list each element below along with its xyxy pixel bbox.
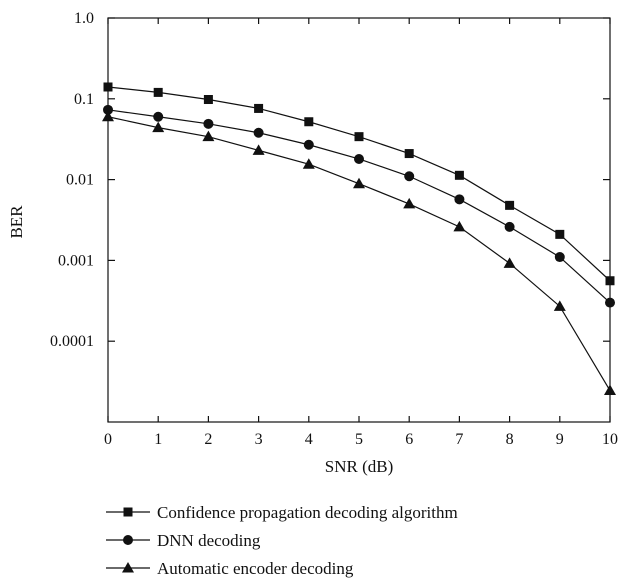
data-point-square <box>103 82 113 92</box>
data-point-triangle <box>604 384 616 396</box>
series-triangle <box>102 110 616 396</box>
x-tick-label: 9 <box>556 431 564 448</box>
data-point-square <box>203 95 213 105</box>
x-tick-label: 5 <box>355 431 363 448</box>
data-point-circle <box>554 252 565 263</box>
data-point-triangle <box>403 197 416 209</box>
data-point-circle <box>605 297 615 308</box>
data-point-triangle <box>503 257 516 268</box>
x-tick-label: 8 <box>506 431 514 448</box>
data-point-square <box>254 103 264 113</box>
data-point-circle <box>253 127 264 138</box>
data-point-circle <box>103 104 113 115</box>
legend-item: Confidence propagation decoding algorith… <box>106 503 458 522</box>
y-tick-label: 1.0 <box>74 10 94 27</box>
y-tick-label: 0.1 <box>74 91 94 108</box>
data-point-circle <box>153 111 164 122</box>
data-point-square <box>153 87 163 97</box>
legend-marker-triangle <box>122 562 134 573</box>
data-point-triangle <box>102 110 114 122</box>
series-circle <box>103 104 615 308</box>
series-group <box>102 82 616 396</box>
data-point-triangle <box>353 177 365 189</box>
data-point-square <box>304 117 314 127</box>
data-point-circle <box>504 221 515 232</box>
data-point-square <box>605 276 615 286</box>
data-point-circle <box>404 171 415 182</box>
data-point-triangle <box>152 121 165 133</box>
x-tick-label: 4 <box>305 431 313 448</box>
data-point-square <box>555 229 565 239</box>
data-point-square <box>354 132 364 142</box>
data-point-triangle <box>202 130 215 142</box>
data-point-circle <box>454 194 465 205</box>
x-axis-ticks: 0 1 2 3 4 5 6 7 8 9 10 <box>104 18 618 448</box>
data-point-square <box>505 200 515 210</box>
data-point-circle <box>354 153 364 164</box>
data-point-square <box>404 149 414 159</box>
data-point-circle <box>203 118 214 129</box>
x-tick-label: 1 <box>154 431 162 448</box>
x-tick-label: 7 <box>455 431 463 448</box>
data-point-circle <box>303 139 314 150</box>
x-tick-label: 6 <box>405 431 413 448</box>
y-tick-label: 0.0001 <box>50 333 94 350</box>
legend-marker-circle <box>123 535 133 545</box>
legend-item: DNN decoding <box>106 531 261 550</box>
y-tick-label: 0.01 <box>66 172 94 189</box>
data-point-triangle <box>453 220 466 232</box>
legend: Confidence propagation decoding algorith… <box>106 503 458 578</box>
data-point-triangle <box>252 144 265 155</box>
x-tick-label: 3 <box>255 431 263 448</box>
data-point-square <box>454 170 464 180</box>
x-tick-label: 2 <box>204 431 212 448</box>
y-axis-ticks: 1.0 0.1 0.01 0.001 0.0001 <box>50 10 610 350</box>
legend-item: Automatic encoder decoding <box>106 559 354 578</box>
x-axis-label: SNR (dB) <box>325 457 393 476</box>
data-point-triangle <box>302 158 315 169</box>
legend-label: DNN decoding <box>157 531 261 550</box>
data-point-triangle <box>553 300 566 311</box>
x-tick-label: 0 <box>104 431 112 448</box>
y-axis-label: BER <box>7 205 26 239</box>
y-tick-label: 0.001 <box>58 252 94 269</box>
legend-marker-square <box>123 507 133 517</box>
legend-label: Automatic encoder decoding <box>157 559 354 578</box>
series-square <box>103 82 615 286</box>
legend-label: Confidence propagation decoding algorith… <box>157 503 458 522</box>
x-tick-label: 10 <box>602 431 618 448</box>
